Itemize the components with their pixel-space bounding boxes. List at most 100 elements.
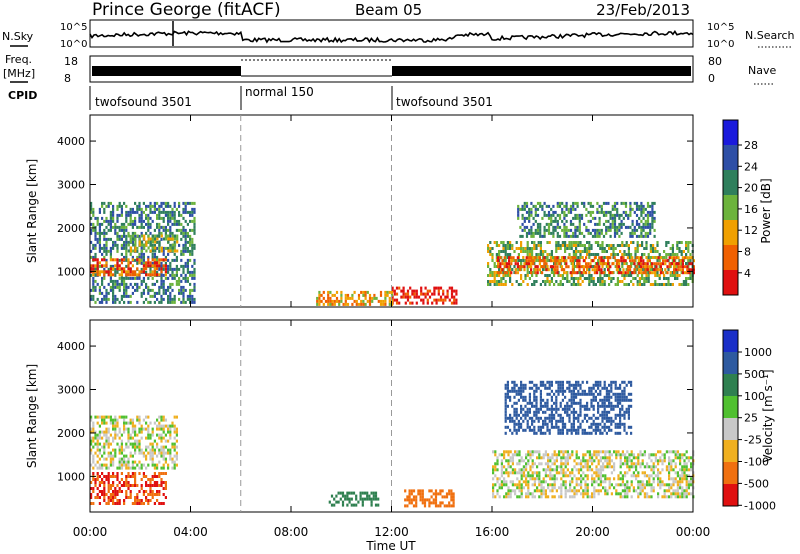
heatmap-cell: [127, 231, 130, 235]
heatmap-cell: [329, 296, 332, 300]
heatmap-cell: [539, 425, 542, 429]
heatmap-cell: [514, 483, 517, 487]
heatmap-cell: [601, 283, 604, 286]
heatmap-cell: [175, 207, 178, 211]
heatmap-cell: [554, 219, 557, 223]
heatmap-cell: [127, 466, 130, 470]
heatmap-cell: [162, 288, 165, 292]
heatmap-cell: [107, 270, 110, 274]
heatmap-cell: [637, 480, 640, 484]
heatmap-cell: [597, 407, 600, 411]
heatmap-cell: [149, 457, 152, 461]
heatmap-cell: [517, 389, 520, 393]
heatmap-cell: [105, 297, 108, 301]
heatmap-cell: [611, 207, 614, 211]
heatmap-cell: [539, 401, 542, 405]
heatmap-cell: [562, 462, 565, 466]
heatmap-cell: [193, 261, 196, 265]
heatmap-cell: [90, 297, 93, 301]
heatmap-cell: [599, 477, 602, 481]
heatmap-cell: [569, 271, 572, 275]
heatmap-cell: [116, 472, 119, 475]
heatmap-cell: [149, 261, 152, 265]
heatmap-cell: [98, 502, 101, 505]
heatmap-cell: [446, 289, 449, 293]
heatmap-cell: [176, 240, 179, 244]
heatmap-cell: [123, 448, 126, 452]
heatmap-cell: [631, 207, 634, 211]
heatmap-cell: [617, 474, 620, 478]
heatmap-cell: [559, 431, 562, 435]
heatmap-cell: [629, 259, 632, 263]
heatmap-cell: [156, 442, 159, 446]
heatmap-cell: [433, 289, 436, 293]
heatmap-cell: [630, 274, 633, 277]
heatmap-cell: [374, 491, 378, 495]
heatmap-cell: [623, 253, 626, 256]
heatmap-cell: [553, 453, 556, 457]
heatmap-cell: [627, 253, 630, 256]
heatmap-cell: [551, 462, 554, 466]
heatmap-cell: [606, 489, 609, 493]
heatmap-cell: [134, 288, 137, 292]
heatmap-cell: [160, 300, 163, 304]
heatmap-cell: [649, 210, 652, 214]
colorbar-tick-label: 24: [744, 160, 758, 173]
heatmap-cell: [580, 265, 583, 269]
heatmap-cell: [546, 265, 549, 268]
heatmap-cell: [372, 497, 375, 501]
heatmap-cell: [167, 300, 170, 304]
heatmap-cell: [495, 241, 498, 244]
heatmap-cell: [621, 253, 624, 256]
heatmap-cell: [635, 204, 639, 208]
heatmap-cell: [578, 265, 581, 269]
heatmap-cell: [624, 204, 628, 208]
heatmap-cell: [432, 501, 435, 505]
heatmap-cell: [575, 253, 578, 256]
heatmap-cell: [532, 262, 535, 266]
heatmap-cell: [125, 463, 128, 467]
heatmap-cell: [539, 231, 542, 235]
heatmap-cell: [630, 262, 633, 265]
heatmap-cell: [103, 457, 106, 461]
heatmap-cell: [92, 424, 95, 428]
heatmap-cell: [563, 256, 566, 260]
heatmap-cell: [683, 489, 686, 493]
heatmap-cell: [509, 241, 512, 244]
heatmap-cell: [563, 216, 566, 220]
heatmap-cell: [118, 285, 121, 289]
heatmap-cell: [189, 270, 192, 274]
heatmap-cell: [538, 477, 541, 481]
heatmap-cell: [175, 219, 178, 223]
heatmap-cell: [140, 424, 143, 428]
heatmap-cell: [158, 216, 161, 220]
heatmap-cell: [120, 472, 123, 475]
heatmap-cell: [153, 207, 156, 211]
heatmap-cell: [583, 407, 586, 411]
heatmap-cell: [546, 277, 549, 280]
heatmap-cell: [553, 495, 556, 499]
heatmap-cell: [94, 255, 97, 259]
heatmap-cell: [92, 264, 95, 268]
heatmap-cell: [559, 416, 562, 420]
heatmap-cell: [627, 216, 630, 220]
heatmap-cell: [531, 386, 534, 390]
heatmap-cell: [149, 210, 152, 214]
heatmap-cell: [123, 231, 126, 235]
heatmap-cell: [659, 450, 662, 454]
heatmap-cell: [640, 265, 643, 269]
colorbar-swatch: [723, 396, 738, 418]
heatmap-cell: [513, 383, 516, 387]
heatmap-cell: [368, 296, 372, 300]
heatmap-cell: [622, 271, 625, 275]
heatmap-cell: [129, 219, 132, 223]
heatmap-cell: [649, 247, 652, 250]
heatmap-cell: [145, 240, 148, 244]
heatmap-cell: [134, 231, 137, 235]
heatmap-cell: [627, 213, 630, 217]
heatmap-cell: [657, 477, 660, 481]
heatmap-cell: [640, 201, 643, 205]
heatmap-cell: [153, 502, 156, 505]
heatmap-cell: [101, 430, 104, 434]
heatmap-cell: [395, 301, 399, 305]
